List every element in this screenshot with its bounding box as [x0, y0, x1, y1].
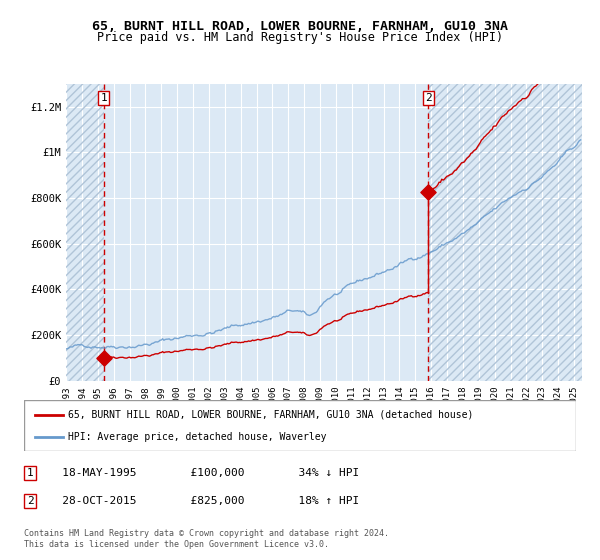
Text: 1: 1	[100, 93, 107, 103]
Text: 2: 2	[26, 496, 34, 506]
Text: Contains HM Land Registry data © Crown copyright and database right 2024.
This d: Contains HM Land Registry data © Crown c…	[24, 529, 389, 549]
Text: 1: 1	[26, 468, 34, 478]
Bar	[66, 84, 104, 381]
Point	[424, 188, 433, 197]
Text: 2: 2	[425, 93, 432, 103]
Text: 65, BURNT HILL ROAD, LOWER BOURNE, FARNHAM, GU10 3NA (detached house): 65, BURNT HILL ROAD, LOWER BOURNE, FARNH…	[68, 409, 473, 419]
Point	[99, 353, 109, 362]
Text: HPI: Average price, detached house, Waverley: HPI: Average price, detached house, Wave…	[68, 432, 326, 442]
FancyBboxPatch shape	[24, 400, 576, 451]
Bar	[428, 84, 582, 381]
Bar	[428, 84, 582, 381]
Bar	[66, 84, 104, 381]
Text: 28-OCT-2015        £825,000        18% ↑ HPI: 28-OCT-2015 £825,000 18% ↑ HPI	[42, 496, 359, 506]
Text: Price paid vs. HM Land Registry's House Price Index (HPI): Price paid vs. HM Land Registry's House …	[97, 31, 503, 44]
Text: 18-MAY-1995        £100,000        34% ↓ HPI: 18-MAY-1995 £100,000 34% ↓ HPI	[42, 468, 359, 478]
Text: 65, BURNT HILL ROAD, LOWER BOURNE, FARNHAM, GU10 3NA: 65, BURNT HILL ROAD, LOWER BOURNE, FARNH…	[92, 20, 508, 32]
